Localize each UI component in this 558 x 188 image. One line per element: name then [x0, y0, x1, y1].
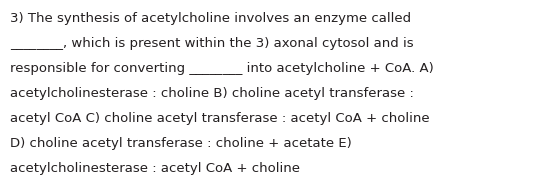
Text: ________, which is present within the 3) axonal cytosol and is: ________, which is present within the 3)… — [10, 37, 413, 50]
Text: acetyl CoA C) choline acetyl transferase : acetyl CoA + choline: acetyl CoA C) choline acetyl transferase… — [10, 112, 430, 125]
Text: responsible for converting ________ into acetylcholine + CoA. A): responsible for converting ________ into… — [10, 62, 434, 75]
Text: D) choline acetyl transferase : choline + acetate E): D) choline acetyl transferase : choline … — [10, 137, 352, 150]
Text: 3) The synthesis of acetylcholine involves an enzyme called: 3) The synthesis of acetylcholine involv… — [10, 12, 411, 25]
Text: acetylcholinesterase : acetyl CoA + choline: acetylcholinesterase : acetyl CoA + chol… — [10, 162, 300, 175]
Text: acetylcholinesterase : choline B) choline acetyl transferase :: acetylcholinesterase : choline B) cholin… — [10, 87, 414, 100]
